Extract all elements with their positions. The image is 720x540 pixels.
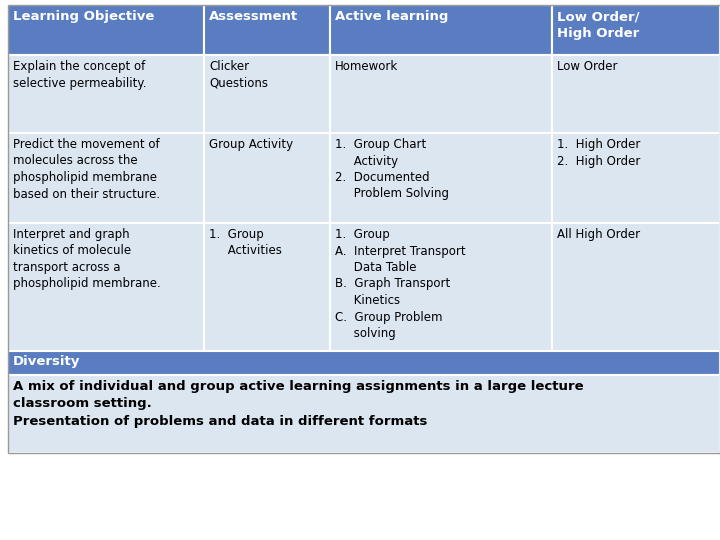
Text: Assessment: Assessment	[209, 10, 298, 23]
Text: Low Order: Low Order	[557, 60, 618, 73]
Text: 1.  Group
     Activities: 1. Group Activities	[209, 228, 282, 258]
Text: 1.  High Order
2.  High Order: 1. High Order 2. High Order	[557, 138, 640, 167]
Text: A mix of individual and group active learning assignments in a large lecture
cla: A mix of individual and group active lea…	[13, 380, 584, 428]
Text: Predict the movement of
molecules across the
phospholipid membrane
based on thei: Predict the movement of molecules across…	[13, 138, 160, 200]
Text: Low Order/
High Order: Low Order/ High Order	[557, 10, 639, 39]
Text: 1.  Group Chart
     Activity
2.  Documented
     Problem Solving: 1. Group Chart Activity 2. Documented Pr…	[335, 138, 449, 200]
Bar	[8, 375, 720, 453]
Bar	[204, 133, 330, 223]
Bar	[330, 223, 552, 351]
Text: Homework: Homework	[335, 60, 398, 73]
Bar	[552, 5, 720, 55]
Text: Group Activity: Group Activity	[209, 138, 293, 151]
Bar	[204, 55, 330, 133]
Text: Clicker
Questions: Clicker Questions	[209, 60, 268, 90]
Bar	[330, 55, 552, 133]
Bar	[552, 223, 720, 351]
Bar	[552, 55, 720, 133]
Bar	[8, 133, 204, 223]
Bar	[204, 223, 330, 351]
Bar	[204, 5, 330, 55]
Bar	[8, 55, 204, 133]
Text: 1.  Group
A.  Interpret Transport
     Data Table
B.  Graph Transport
     Kinet: 1. Group A. Interpret Transport Data Tab…	[335, 228, 466, 340]
Bar	[8, 223, 204, 351]
Bar	[552, 133, 720, 223]
Bar	[330, 5, 552, 55]
Bar	[8, 5, 204, 55]
Text: Active learning: Active learning	[335, 10, 449, 23]
Text: All High Order: All High Order	[557, 228, 640, 241]
Text: Interpret and graph
kinetics of molecule
transport across a
phospholipid membran: Interpret and graph kinetics of molecule…	[13, 228, 161, 291]
Text: Learning Objective: Learning Objective	[13, 10, 154, 23]
Text: Diversity: Diversity	[13, 355, 81, 368]
Bar	[330, 133, 552, 223]
Bar	[8, 351, 720, 375]
Text: Explain the concept of
selective permeability.: Explain the concept of selective permeab…	[13, 60, 146, 90]
Bar	[8, 5, 720, 453]
